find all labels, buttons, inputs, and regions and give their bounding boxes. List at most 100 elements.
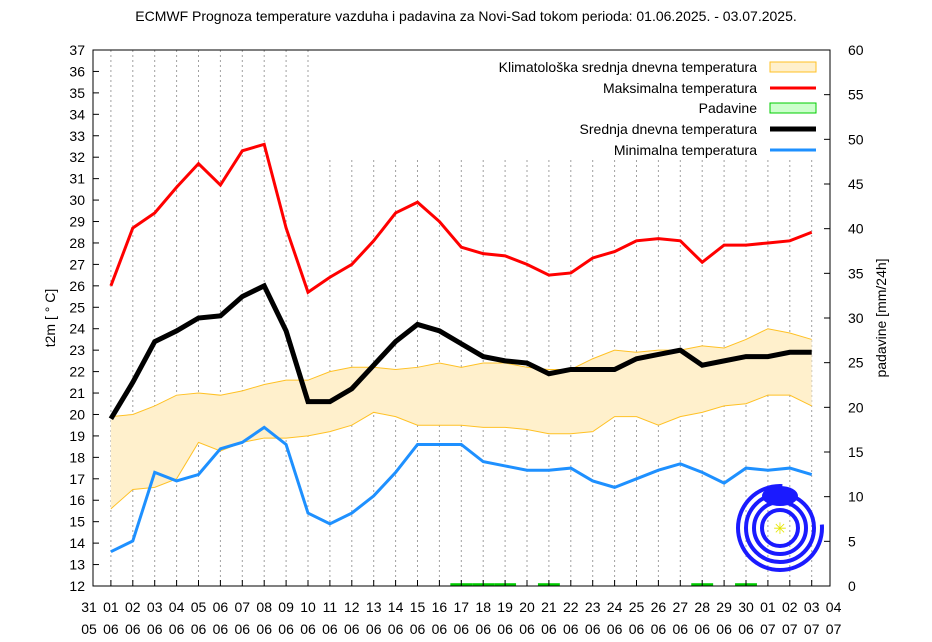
x-tick-label-month: 06 (651, 621, 667, 637)
y2-tick-label: 30 (848, 310, 864, 326)
x-tick-label-day: 03 (804, 599, 820, 615)
x-tick-label-day: 29 (716, 599, 732, 615)
x-tick-label-month: 06 (366, 621, 382, 637)
legend-label: Srednja dnevna temperatura (580, 121, 758, 137)
x-tick-label-month: 06 (213, 621, 229, 637)
x-tick-label-day: 24 (607, 599, 623, 615)
x-tick-label-day: 06 (213, 599, 229, 615)
climatology-band (110, 328, 812, 509)
x-tick-label-day: 04 (826, 599, 842, 615)
y-tick-label: 33 (69, 128, 85, 144)
y-tick-label: 34 (69, 106, 85, 122)
x-tick-label-day: 15 (410, 599, 426, 615)
y-tick-label: 35 (69, 85, 85, 101)
y-tick-label: 14 (69, 535, 85, 551)
y-tick-label: 36 (69, 63, 85, 79)
y-tick-label: 26 (69, 278, 85, 294)
y2-axis-label: padavine [mm/24h] (873, 258, 889, 377)
x-tick-label-day: 03 (147, 599, 163, 615)
y-axis-label: t2m [ ° C] (42, 289, 58, 348)
legend-label: Klimatološka srednja dnevna temperatura (499, 59, 758, 75)
x-tick-label-month: 07 (782, 621, 798, 637)
x-tick-label-month: 06 (541, 621, 557, 637)
x-tick-label-day: 21 (541, 599, 557, 615)
x-tick-label-day: 25 (629, 599, 645, 615)
x-tick-label-month: 06 (300, 621, 316, 637)
y2-tick-label: 0 (848, 578, 856, 594)
y-tick-label: 22 (69, 364, 85, 380)
x-tick-label-day: 31 (81, 599, 97, 615)
x-tick-label-month: 06 (388, 621, 404, 637)
rhmz-logo: ✳ (736, 484, 824, 572)
x-tick-label-month: 06 (191, 621, 207, 637)
x-tick-label-month: 06 (256, 621, 272, 637)
legend-label: Minimalna temperatura (614, 142, 757, 158)
x-tick-label-month: 06 (410, 621, 426, 637)
chart-title: ECMWF Prognoza temperature vazduha i pad… (135, 8, 797, 24)
x-tick-label-month: 06 (169, 621, 185, 637)
y-tick-label: 21 (69, 385, 85, 401)
x-tick-label-day: 09 (278, 599, 294, 615)
x-tick-label-day: 01 (103, 599, 119, 615)
x-tick-label-month: 06 (607, 621, 623, 637)
x-tick-label-day: 14 (388, 599, 404, 615)
x-tick-label-month: 06 (125, 621, 141, 637)
x-tick-label-month: 05 (81, 621, 97, 637)
x-tick-label-month: 06 (278, 621, 294, 637)
x-tick-label-day: 22 (563, 599, 579, 615)
y-tick-label: 24 (69, 321, 85, 337)
x-tick-label-day: 27 (673, 599, 689, 615)
y-tick-label: 12 (69, 578, 85, 594)
x-tick-label-day: 16 (432, 599, 448, 615)
x-tick-label-month: 06 (454, 621, 470, 637)
x-tick-label-month: 06 (694, 621, 710, 637)
x-tick-label-month: 07 (826, 621, 842, 637)
x-tick-label-day: 23 (585, 599, 601, 615)
x-tick-label-day: 19 (497, 599, 513, 615)
y-tick-label: 17 (69, 471, 85, 487)
x-tick-label-month: 07 (804, 621, 820, 637)
y2-tick-label: 45 (848, 176, 864, 192)
y-tick-label: 27 (69, 256, 85, 272)
x-tick-label-day: 28 (694, 599, 710, 615)
y-tick-label: 32 (69, 149, 85, 165)
x-tick-label-month: 06 (147, 621, 163, 637)
y-tick-label: 15 (69, 514, 85, 530)
y2-tick-label: 10 (848, 489, 864, 505)
y-tick-label: 37 (69, 42, 85, 58)
legend-swatch (769, 102, 817, 114)
x-tick-label-day: 08 (256, 599, 272, 615)
x-tick-label-month: 06 (497, 621, 513, 637)
x-tick-label-day: 13 (366, 599, 382, 615)
y-tick-label: 28 (69, 235, 85, 251)
x-tick-label-month: 07 (760, 621, 776, 637)
y2-tick-label: 20 (848, 399, 864, 415)
y2-tick-label: 60 (848, 42, 864, 58)
x-tick-label-month: 06 (585, 621, 601, 637)
x-tick-label-day: 10 (300, 599, 316, 615)
x-tick-label-day: 12 (344, 599, 360, 615)
legend-swatch (769, 61, 817, 73)
x-tick-label-day: 02 (125, 599, 141, 615)
x-tick-label-month: 06 (716, 621, 732, 637)
y2-tick-label: 5 (848, 533, 856, 549)
x-tick-label-month: 06 (344, 621, 360, 637)
x-tick-label-month: 06 (475, 621, 491, 637)
x-tick-label-month: 06 (432, 621, 448, 637)
y2-tick-label: 35 (848, 265, 864, 281)
y-tick-label: 23 (69, 342, 85, 358)
y2-tick-label: 15 (848, 444, 864, 460)
y-tick-label: 20 (69, 406, 85, 422)
x-tick-label-day: 17 (454, 599, 470, 615)
x-tick-label-day: 11 (323, 599, 338, 615)
mean-temp-line (108, 282, 812, 421)
x-tick-label-day: 26 (651, 599, 667, 615)
x-tick-label-month: 06 (563, 621, 579, 637)
x-tick-label-month: 06 (235, 621, 251, 637)
y-tick-label: 29 (69, 214, 85, 230)
x-tick-label-day: 01 (760, 599, 776, 615)
y-tick-label: 25 (69, 299, 85, 315)
legend-label: Padavine (699, 100, 758, 116)
y-tick-label: 16 (69, 492, 85, 508)
